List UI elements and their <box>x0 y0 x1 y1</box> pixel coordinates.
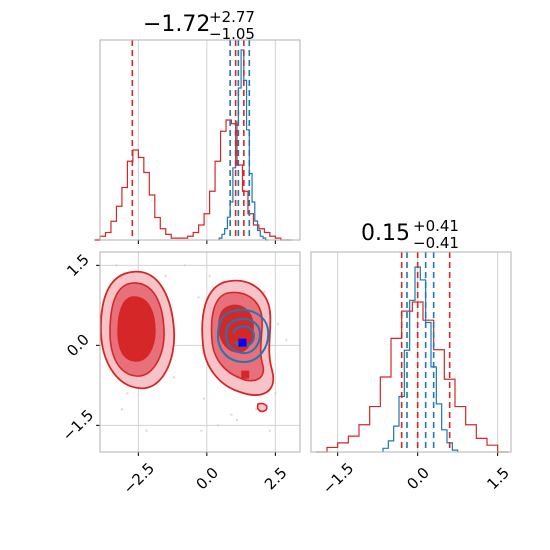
sample-point <box>208 274 211 278</box>
sample-point <box>120 408 124 411</box>
red-histogram-line <box>316 301 509 453</box>
small-contour-island <box>256 402 268 413</box>
sample-point <box>172 376 176 379</box>
sample-point <box>230 413 233 416</box>
sample-point <box>164 274 167 278</box>
blue-middle-contour <box>224 318 262 355</box>
right-marginal-panel: −1.5 0.0 1.5 <box>310 251 513 498</box>
y-tick-label: −1.5 <box>59 406 97 444</box>
sample-point <box>276 322 280 326</box>
sample-point <box>183 264 187 267</box>
top-title-value: −1.72 <box>143 12 210 37</box>
x-tick-label: 0.0 <box>403 464 433 494</box>
red-mode-marker <box>128 330 137 339</box>
sample-point <box>126 392 129 395</box>
right-title: 0.15 <box>361 221 410 246</box>
sample-point <box>200 429 203 432</box>
blue-outer-contour <box>216 309 270 364</box>
sample-point <box>145 429 148 432</box>
y-tick-label: 1.5 <box>63 251 93 281</box>
x-tick-label: −1.5 <box>319 459 357 497</box>
blue-histogram-line <box>382 266 459 452</box>
sample-point <box>197 296 200 299</box>
sample-point <box>235 418 239 422</box>
red-mode-marker <box>227 333 236 342</box>
right-title-plus: +0.41 <box>413 217 459 235</box>
red-mode-marker <box>241 370 250 379</box>
y-tick-label: 0.0 <box>63 331 93 361</box>
sample-point <box>285 338 288 342</box>
joint-panel-frame <box>99 251 301 453</box>
right-title-value: 0.15 <box>361 221 410 246</box>
x-tick-label: 0.0 <box>193 464 223 494</box>
sample-point <box>216 424 220 427</box>
sample-point <box>263 290 266 294</box>
blue-truth-marker <box>238 338 247 347</box>
top-title-minus: −1.05 <box>209 25 255 43</box>
top-marginal-panel <box>94 39 301 244</box>
sample-point <box>254 408 258 411</box>
right-panel-frame <box>310 251 512 453</box>
top-title-plus: +2.77 <box>209 8 255 26</box>
sample-point <box>274 392 277 395</box>
top-title: −1.72 <box>143 12 210 37</box>
sample-point <box>115 264 118 267</box>
right-title-minus: −0.41 <box>413 234 459 252</box>
sample-point <box>202 397 206 400</box>
joint-contour-panel: −2.5 0.0 2.5 −1.5 0.0 1.5 <box>59 251 301 498</box>
red-histogram-line <box>94 119 292 241</box>
x-tick-label: 2.5 <box>261 464 291 494</box>
top-panel-frame <box>99 39 301 241</box>
left-lobe-inner-contour <box>117 296 156 362</box>
x-tick-label: 1.5 <box>483 464 513 494</box>
x-tick-label: −2.5 <box>120 459 158 497</box>
sample-point <box>268 429 272 432</box>
